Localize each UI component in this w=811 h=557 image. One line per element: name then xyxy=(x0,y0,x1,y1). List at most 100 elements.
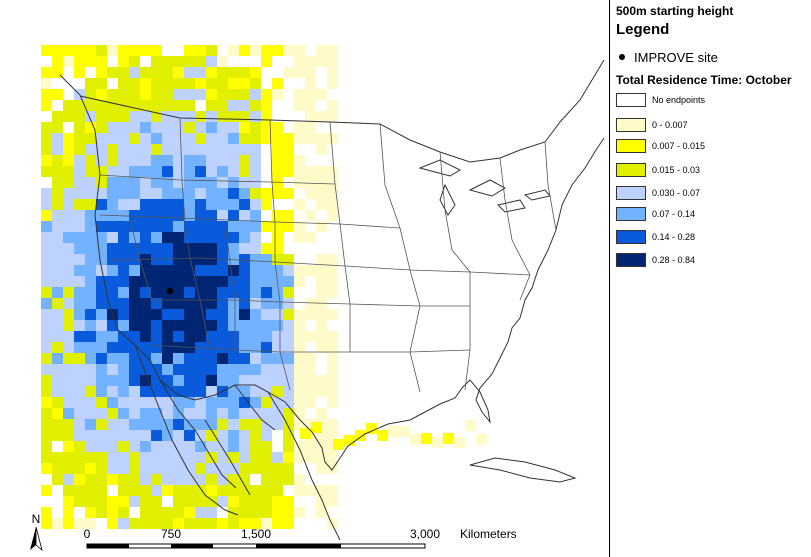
grid-cell xyxy=(63,166,74,177)
grid-cell xyxy=(184,441,195,452)
grid-cell xyxy=(316,331,327,342)
grid-cell xyxy=(206,441,217,452)
grid-cell xyxy=(250,232,261,243)
grid-cell xyxy=(294,45,305,56)
grid-cell xyxy=(140,133,151,144)
grid-cell xyxy=(129,56,140,67)
grid-cell xyxy=(283,188,294,199)
grid-cell xyxy=(206,144,217,155)
grid-cell xyxy=(217,485,228,496)
grid-cell xyxy=(250,485,261,496)
grid-cell xyxy=(41,166,52,177)
grid-cell xyxy=(272,188,283,199)
grid-cell xyxy=(184,221,195,232)
grid-cell xyxy=(41,463,52,474)
grid-cell xyxy=(173,496,184,507)
grid-cell xyxy=(52,298,63,309)
grid-cell xyxy=(283,430,294,441)
grid-cell xyxy=(96,474,107,485)
grid-cell xyxy=(305,386,316,397)
grid-cell xyxy=(118,56,129,67)
grid-cell xyxy=(316,254,327,265)
grid-cell xyxy=(162,408,173,419)
grid-cell xyxy=(107,265,118,276)
grid-cell xyxy=(107,474,118,485)
grid-cell xyxy=(41,276,52,287)
grid-cell xyxy=(184,67,195,78)
grid-cell xyxy=(261,342,272,353)
grid-cell xyxy=(74,298,85,309)
map-canvas[interactable]: 0 750 1,500 3,000 Kilometers N xyxy=(0,0,609,557)
grid-cell xyxy=(217,287,228,298)
grid-cell xyxy=(195,518,206,529)
grid-cell xyxy=(107,364,118,375)
grid-cell xyxy=(294,199,305,210)
legend-class-row: 0.015 - 0.03 xyxy=(616,163,806,179)
grid-cell xyxy=(74,430,85,441)
grid-cell xyxy=(129,430,140,441)
grid-cell xyxy=(85,485,96,496)
grid-cell xyxy=(316,221,327,232)
grid-cell xyxy=(305,298,316,309)
grid-cell xyxy=(184,188,195,199)
grid-cell xyxy=(228,133,239,144)
grid-cell xyxy=(195,265,206,276)
grid-cell xyxy=(162,232,173,243)
grid-cell xyxy=(173,463,184,474)
grid-cell xyxy=(250,331,261,342)
grid-cell xyxy=(239,221,250,232)
grid-cell xyxy=(85,408,96,419)
grid-cell xyxy=(283,364,294,375)
grid-cell xyxy=(52,56,63,67)
grid-cell xyxy=(261,56,272,67)
grid-cell xyxy=(74,474,85,485)
scale-bar-segment xyxy=(256,544,341,548)
grid-cell xyxy=(261,309,272,320)
grid-cell xyxy=(63,353,74,364)
grid-cell xyxy=(74,177,85,188)
improve-site-marker[interactable] xyxy=(166,287,174,295)
grid-cell xyxy=(283,375,294,386)
grid-cell xyxy=(239,441,250,452)
grid-cell xyxy=(283,144,294,155)
grid-cell xyxy=(63,331,74,342)
grid-cell xyxy=(294,56,305,67)
map-panel[interactable]: 0 750 1,500 3,000 Kilometers N xyxy=(0,0,609,557)
grid-cell xyxy=(107,254,118,265)
grid-cell xyxy=(96,155,107,166)
grid-cell xyxy=(206,485,217,496)
legend-swatch xyxy=(616,186,646,200)
grid-cell xyxy=(316,309,327,320)
grid-cell xyxy=(294,89,305,100)
grid-cell xyxy=(250,496,261,507)
grid-cell xyxy=(118,320,129,331)
grid-cell xyxy=(96,309,107,320)
grid-cell xyxy=(63,276,74,287)
grid-cell xyxy=(261,265,272,276)
grid-cell xyxy=(327,45,338,56)
grid-cell xyxy=(74,122,85,133)
grid-cell xyxy=(173,111,184,122)
grid-cell xyxy=(41,232,52,243)
grid-cell xyxy=(239,210,250,221)
grid-cell xyxy=(74,100,85,111)
grid-cell xyxy=(41,485,52,496)
grid-cell xyxy=(228,320,239,331)
grid-cell xyxy=(107,166,118,177)
grid-cell xyxy=(206,375,217,386)
grid-cell xyxy=(228,210,239,221)
grid-cell xyxy=(184,166,195,177)
grid-cell xyxy=(184,496,195,507)
grid-cell xyxy=(74,419,85,430)
grid-cell xyxy=(250,507,261,518)
grid-cell xyxy=(228,199,239,210)
grid-cell xyxy=(195,111,206,122)
grid-cell xyxy=(118,67,129,78)
grid-cell xyxy=(85,265,96,276)
grid-cell xyxy=(162,89,173,100)
grid-cell xyxy=(96,45,107,56)
grid-cell xyxy=(206,331,217,342)
north-arrow-icon xyxy=(30,527,36,550)
grid-cell xyxy=(239,155,250,166)
grid-cell xyxy=(96,78,107,89)
